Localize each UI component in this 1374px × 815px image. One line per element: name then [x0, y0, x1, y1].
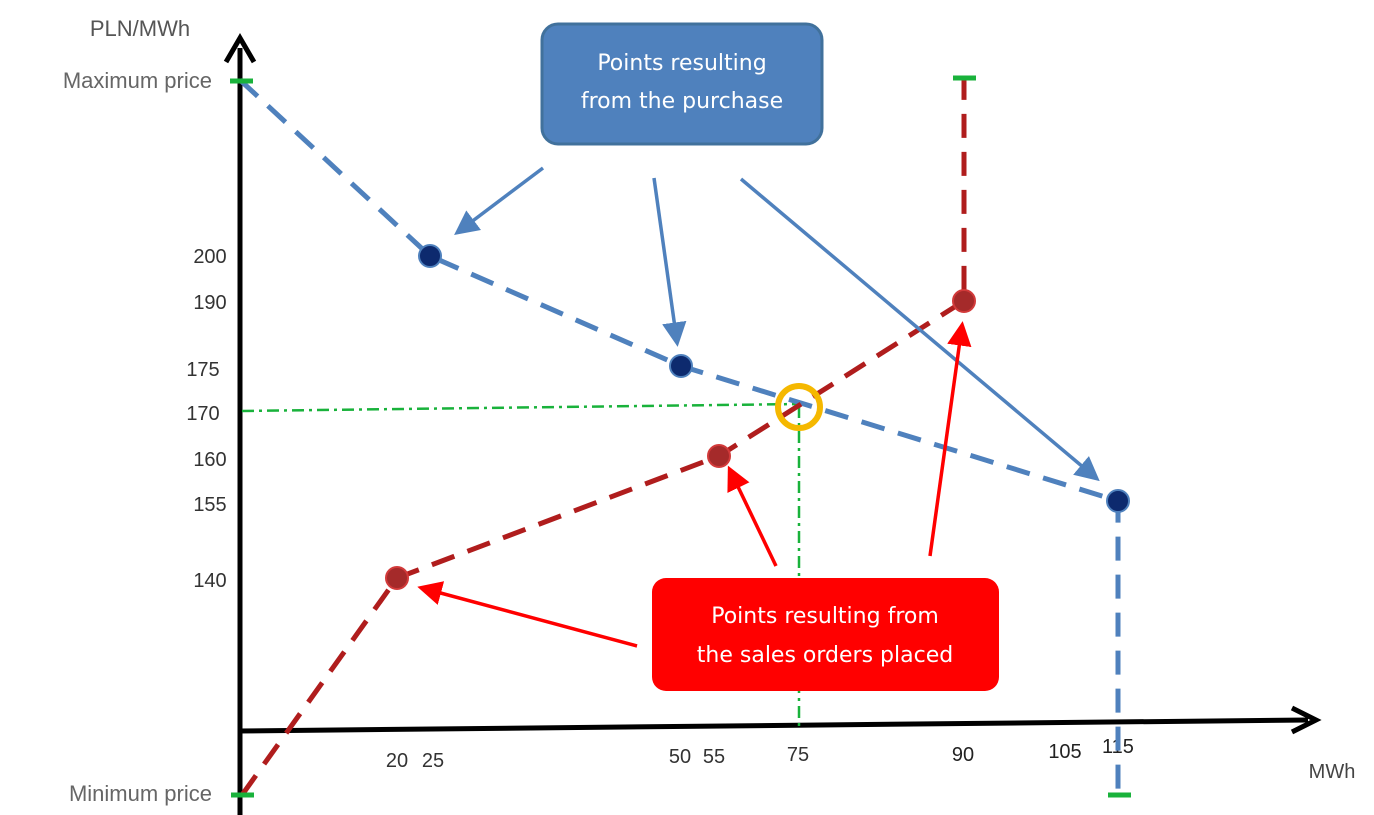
sales-point-50 — [707, 444, 731, 468]
purchase-callout-arrows — [454, 166, 1100, 482]
x-tick-105: 105 — [1048, 741, 1081, 763]
x-axis-arrowhead — [1290, 705, 1322, 735]
purchase-callout-line2: from the purchase — [581, 89, 783, 114]
x-tick-50: 50 — [669, 746, 691, 768]
x-tick-75: 75 — [787, 744, 809, 766]
purchase-points — [418, 244, 1130, 513]
y-tick-140: 140 — [193, 570, 226, 592]
purchase-arrow-3 — [739, 177, 1100, 482]
sales-arrow-2 — [727, 465, 778, 567]
sales-callout-box — [652, 578, 999, 691]
purchase-point-25 — [418, 244, 442, 268]
sales-point-90 — [952, 289, 976, 313]
sales-callout-line2: the sales orders placed — [697, 643, 953, 668]
sales-callout-arrows — [417, 321, 972, 648]
sales-arrow-3 — [928, 321, 972, 557]
y-axis-arrowhead — [223, 33, 257, 64]
y-tick-190: 190 — [193, 292, 226, 314]
x-axis-title: MWh — [1309, 761, 1356, 783]
min-price-label: Minimum price — [69, 781, 212, 806]
purchase-arrow-2 — [652, 177, 687, 347]
y-axis-title: PLN/MWh — [90, 16, 190, 41]
equilibrium-price-guide — [241, 402, 801, 413]
y-tick-labels: 200 190 175 170 160 155 140 — [186, 246, 226, 592]
y-tick-160: 160 — [193, 449, 226, 471]
sales-callout-line1: Points resulting from — [711, 604, 939, 629]
max-price-label: Maximum price — [63, 68, 212, 93]
x-tick-25: 25 — [422, 750, 444, 772]
intersection-marker — [775, 383, 823, 431]
y-tick-155: 155 — [193, 494, 226, 516]
sales-point-20 — [385, 566, 409, 590]
axes — [223, 33, 1322, 815]
purchase-point-55 — [669, 354, 693, 378]
x-tick-90: 90 — [952, 744, 974, 766]
y-tick-170: 170 — [186, 403, 219, 425]
purchase-point-115 — [1106, 489, 1130, 513]
x-axis — [237, 717, 1309, 734]
sales-points — [385, 289, 976, 590]
y-tick-175: 175 — [186, 359, 219, 381]
x-tick-55: 55 — [703, 746, 725, 768]
x-tick-20: 20 — [386, 750, 408, 772]
purchase-arrow-1 — [454, 166, 545, 235]
y-tick-200: 200 — [193, 246, 226, 268]
sales-arrow-1 — [417, 581, 638, 648]
purchase-callout-box — [540, 22, 824, 146]
x-tick-labels: 20 25 50 55 75 90 105 115 — [386, 736, 1134, 772]
purchase-callout-line1: Points resulting — [597, 51, 766, 76]
